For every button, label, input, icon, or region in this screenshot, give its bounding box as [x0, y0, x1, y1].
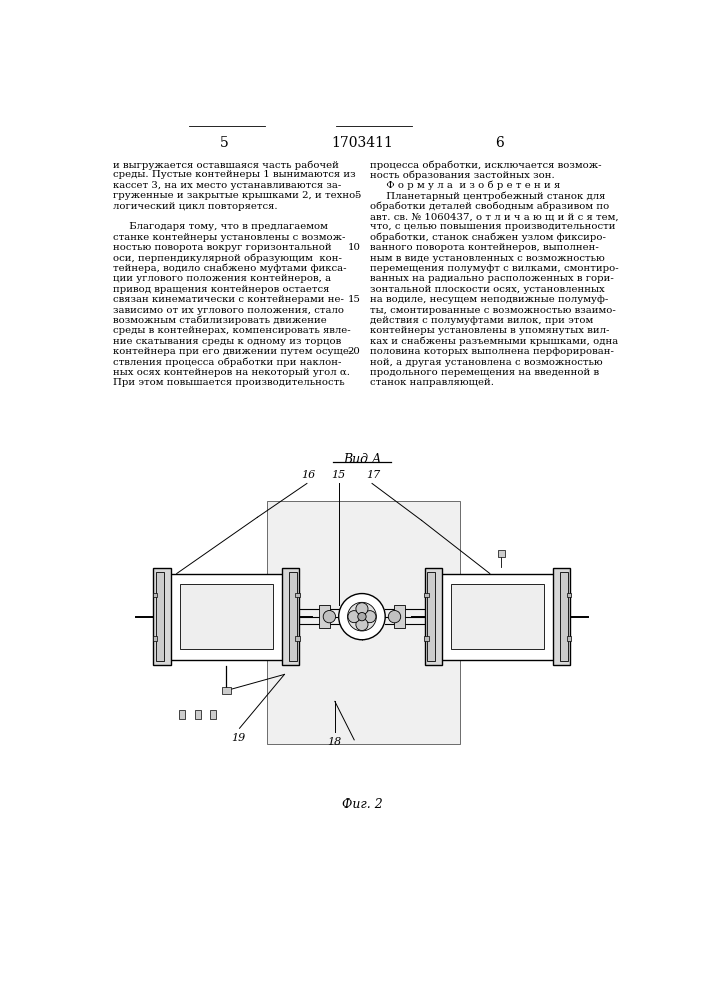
Text: груженные и закрытые крышками 2, и техно-: груженные и закрытые крышками 2, и техно…: [113, 191, 358, 200]
Text: продольного перемещения на введенной в: продольного перемещения на введенной в: [370, 368, 599, 377]
Text: ванных на радиально расположенных в гори-: ванных на радиально расположенных в гори…: [370, 274, 614, 283]
Bar: [498, 550, 505, 557]
Text: Благодаря тому, что в предлагаемом: Благодаря тому, что в предлагаемом: [113, 222, 328, 231]
Text: ность образования застойных зон.: ность образования застойных зон.: [370, 170, 554, 180]
Circle shape: [323, 610, 336, 623]
Bar: [156, 572, 163, 661]
Text: ты, смонтированные с возможностью взаимо-: ты, смонтированные с возможностью взаимо…: [370, 306, 616, 315]
Text: на водиле, несущем неподвижные полумуф-: на водиле, несущем неподвижные полумуф-: [370, 295, 608, 304]
Bar: [320, 605, 330, 628]
Text: зависимо от их углового положения, стало: зависимо от их углового положения, стало: [113, 306, 344, 315]
Text: 16: 16: [301, 470, 315, 480]
Text: возможным стабилизировать движение: возможным стабилизировать движение: [113, 316, 327, 325]
Text: зонтальной плоскости осях, установленных: зонтальной плоскости осях, установленных: [370, 285, 604, 294]
Circle shape: [388, 610, 401, 623]
Bar: [194, 710, 201, 719]
Bar: [153, 636, 158, 641]
Text: ных осях контейнеров на некоторый угол α.: ных осях контейнеров на некоторый угол α…: [113, 368, 350, 377]
Circle shape: [364, 611, 376, 623]
Circle shape: [339, 594, 385, 640]
Bar: [451, 584, 544, 649]
Text: Фиг. 2: Фиг. 2: [341, 798, 382, 811]
Text: ной, а другая установлена с возможностью: ной, а другая установлена с возможностью: [370, 358, 602, 367]
Text: 6: 6: [495, 136, 503, 150]
Text: и выгружается оставшаяся часть рабочей: и выгружается оставшаяся часть рабочей: [113, 160, 339, 170]
Text: ках и снабжены разъемными крышками, одна: ках и снабжены разъемными крышками, одна: [370, 337, 618, 346]
Text: 19: 19: [230, 733, 245, 743]
Text: кассет 3, на их место устанавливаются за-: кассет 3, на их место устанавливаются за…: [113, 181, 341, 190]
Text: логический цикл повторяется.: логический цикл повторяется.: [113, 202, 278, 211]
Circle shape: [358, 612, 366, 621]
Text: ванного поворота контейнеров, выполнен-: ванного поворота контейнеров, выполнен-: [370, 243, 598, 252]
Text: 18: 18: [328, 737, 342, 747]
Text: среды в контейнерах, компенсировать явле-: среды в контейнерах, компенсировать явле…: [113, 326, 351, 335]
Bar: [179, 710, 185, 719]
Bar: [180, 584, 273, 649]
Text: ние скатывания среды к одному из торцов: ние скатывания среды к одному из торцов: [113, 337, 341, 346]
Text: что, с целью повышения производительности: что, с целью повышения производительност…: [370, 222, 615, 231]
Bar: [566, 593, 571, 597]
Bar: [427, 572, 435, 661]
Text: оси, перпендикулярной образующим  кон-: оси, перпендикулярной образующим кон-: [113, 254, 342, 263]
Circle shape: [348, 611, 360, 623]
Text: 5: 5: [354, 191, 361, 200]
Text: Вид А: Вид А: [343, 453, 381, 466]
Text: 20: 20: [348, 347, 361, 356]
Text: процесса обработки, исключается возмож-: процесса обработки, исключается возмож-: [370, 160, 601, 170]
Text: ствления процесса обработки при наклон-: ствления процесса обработки при наклон-: [113, 358, 341, 367]
Text: авт. св. № 1060437, о т л и ч а ю щ и й с я тем,: авт. св. № 1060437, о т л и ч а ю щ и й …: [370, 212, 619, 221]
Bar: [561, 572, 568, 661]
Text: станке контейнеры установлены с возмож-: станке контейнеры установлены с возмож-: [113, 233, 346, 242]
Bar: [424, 593, 428, 597]
Text: ции углового положения контейнеров, а: ции углового положения контейнеров, а: [113, 274, 332, 283]
Text: контейнера при его движении путем осуще-: контейнера при его движении путем осуще-: [113, 347, 352, 356]
Bar: [210, 710, 216, 719]
Text: ным в виде установленных с возможностью: ным в виде установленных с возможностью: [370, 254, 604, 263]
Text: 10: 10: [348, 243, 361, 252]
Bar: [554, 568, 571, 665]
Text: среды. Пустые контейнеры 1 вынимаются из: среды. Пустые контейнеры 1 вынимаются из: [113, 170, 356, 179]
Text: действия с полумуфтами вилок, при этом: действия с полумуфтами вилок, при этом: [370, 316, 593, 325]
Text: ностью поворота вокруг горизонтальной: ностью поворота вокруг горизонтальной: [113, 243, 332, 252]
Bar: [222, 687, 231, 694]
Text: обработки, станок снабжен узлом фиксиро-: обработки, станок снабжен узлом фиксиро-: [370, 233, 606, 242]
Bar: [169, 574, 284, 660]
Text: связан кинематически с контейнерами не-: связан кинематически с контейнерами не-: [113, 295, 344, 304]
Text: Ф о р м у л а  и з о б р е т е н и я: Ф о р м у л а и з о б р е т е н и я: [370, 181, 560, 190]
Bar: [267, 501, 460, 744]
Bar: [296, 636, 300, 641]
Text: 15: 15: [348, 295, 361, 304]
Bar: [566, 636, 571, 641]
Text: При этом повышается производительность: При этом повышается производительность: [113, 378, 345, 387]
Text: половина которых выполнена перфорирован-: половина которых выполнена перфорирован-: [370, 347, 614, 356]
Bar: [153, 568, 170, 665]
Text: перемещения полумуфт с вилками, смонтиро-: перемещения полумуфт с вилками, смонтиро…: [370, 264, 619, 273]
Text: контейнеры установлены в упомянутых вил-: контейнеры установлены в упомянутых вил-: [370, 326, 609, 335]
Text: 1703411: 1703411: [331, 136, 393, 150]
Bar: [440, 574, 555, 660]
Circle shape: [356, 619, 368, 631]
Text: тейнера, водило снабжено муфтами фикса-: тейнера, водило снабжено муфтами фикса-: [113, 264, 346, 273]
Bar: [424, 636, 428, 641]
Bar: [425, 568, 442, 665]
Bar: [296, 593, 300, 597]
Text: 5: 5: [220, 136, 228, 150]
Bar: [282, 568, 299, 665]
Text: 17: 17: [366, 470, 380, 480]
Circle shape: [356, 603, 368, 615]
Text: Планетарный центробежный станок для: Планетарный центробежный станок для: [370, 191, 605, 201]
Text: станок направляющей.: станок направляющей.: [370, 378, 493, 387]
Text: привод вращения контейнеров остается: привод вращения контейнеров остается: [113, 285, 329, 294]
Bar: [394, 605, 404, 628]
Text: обработки деталей свободным абразивом по: обработки деталей свободным абразивом по: [370, 202, 609, 211]
Bar: [289, 572, 297, 661]
Bar: [153, 593, 158, 597]
Circle shape: [348, 602, 376, 631]
Text: 15: 15: [332, 470, 346, 480]
